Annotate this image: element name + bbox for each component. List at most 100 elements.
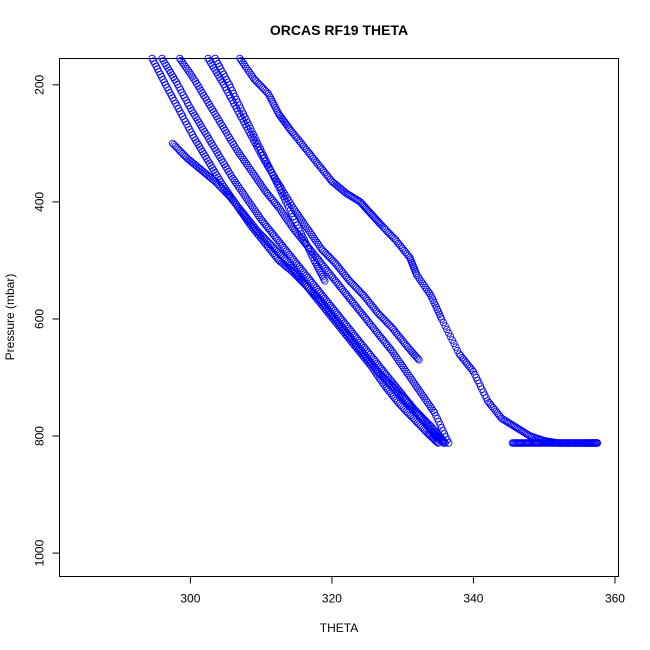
data-point [399, 363, 408, 372]
data-point [389, 349, 398, 357]
y-axis-label: Pressure (mbar) [3, 274, 17, 361]
data-point [295, 212, 303, 220]
data-point [210, 176, 218, 184]
data-point [406, 374, 415, 382]
data-point [267, 96, 276, 104]
data-point [409, 378, 417, 386]
data-point [251, 172, 259, 180]
data-point [416, 275, 424, 283]
data-point [238, 153, 246, 162]
data-point [424, 287, 432, 296]
data-point [183, 64, 191, 73]
data-point [310, 256, 318, 265]
data-point [293, 210, 301, 218]
data-point [388, 347, 396, 355]
data-point [181, 62, 190, 71]
data-point [411, 380, 419, 388]
data-point [391, 351, 399, 359]
data-point [371, 368, 379, 376]
data-point [240, 191, 248, 199]
y-tick-label: 200 [33, 75, 47, 95]
data-point [420, 394, 429, 402]
x-axis: 300 320 340 360 [180, 576, 625, 606]
data-point [316, 269, 325, 277]
data-point [279, 210, 287, 218]
data-point [418, 279, 427, 287]
data-point [374, 372, 382, 380]
data-point [418, 390, 426, 398]
data-point [253, 209, 261, 217]
x-tick-label: 320 [322, 592, 342, 606]
data-point [439, 318, 448, 327]
data-point [420, 281, 428, 289]
data-point [185, 156, 194, 164]
data-point [401, 365, 409, 374]
data-point [443, 325, 451, 334]
data-point [239, 58, 247, 67]
plot-frame [59, 58, 619, 577]
data-point [311, 258, 319, 267]
data-point [181, 152, 190, 161]
data-point [239, 155, 248, 164]
data-point [448, 336, 456, 344]
data-point [414, 354, 422, 363]
data-point [258, 182, 266, 190]
data-point [434, 439, 442, 447]
data-point [306, 228, 314, 236]
chart-title: ORCAS RF19 THETA [270, 22, 408, 38]
data-point [419, 392, 427, 400]
data-point [378, 378, 386, 386]
data-point [243, 64, 251, 73]
data-point [432, 437, 440, 445]
data-point [315, 267, 324, 275]
data-point [256, 180, 265, 188]
data-point [252, 174, 260, 182]
data-point [593, 439, 601, 447]
data-point [425, 400, 433, 409]
data-point [415, 356, 423, 364]
y-tick-label: 1000 [33, 539, 47, 566]
data-point [320, 275, 328, 283]
y-tick-label: 600 [33, 309, 47, 329]
data-point [379, 380, 388, 388]
data-point [318, 271, 326, 279]
data-point [428, 404, 436, 413]
data-point [247, 201, 255, 209]
data-point [247, 71, 255, 79]
data-point [286, 220, 294, 228]
data-point [445, 439, 453, 447]
data-point [392, 353, 400, 361]
data-point [445, 329, 453, 337]
data-point [248, 168, 256, 176]
y-tick-label: 800 [33, 426, 47, 446]
x-tick-label: 360 [605, 592, 625, 606]
data-point [240, 60, 248, 69]
data-point [414, 273, 422, 281]
data-point [241, 193, 250, 201]
data-point [321, 277, 329, 285]
data-point [319, 273, 327, 281]
data-point [241, 62, 250, 71]
data-point [450, 339, 458, 348]
data-point [229, 174, 237, 183]
data-point [372, 370, 381, 378]
data-point [415, 386, 423, 394]
data-point [246, 165, 255, 174]
data-point [187, 71, 195, 79]
data-point [433, 438, 441, 446]
data-point [195, 164, 204, 173]
data-point [232, 145, 241, 153]
data-point [265, 91, 273, 100]
data-point [275, 204, 283, 212]
data-point [398, 361, 406, 370]
data-point [446, 332, 455, 341]
data-point [176, 54, 184, 63]
data-point [314, 240, 323, 249]
data-point [416, 388, 425, 396]
data-point [313, 262, 322, 271]
data-point [177, 56, 185, 65]
data-point [264, 89, 272, 98]
data-point [387, 345, 395, 354]
